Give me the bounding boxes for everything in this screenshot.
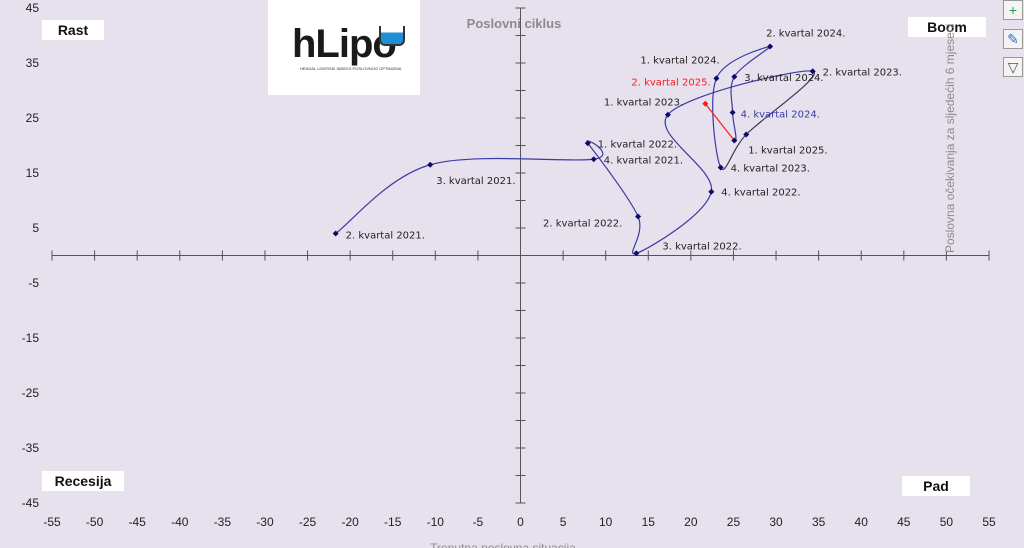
x-tick-label: 5 <box>560 515 567 529</box>
x-tick-label: -30 <box>256 515 274 529</box>
y-tick-label: 45 <box>26 1 40 15</box>
logo-subtitle: HENDAL LIDERSKI INDEKS POSLOVNOG OPTIMIZ… <box>300 66 402 71</box>
data-label: 2. kvartal 2023. <box>823 67 902 78</box>
data-label: 4. kvartal 2023. <box>731 164 810 175</box>
x-tick-label: -5 <box>473 515 484 529</box>
plus-icon[interactable]: + <box>1003 0 1023 20</box>
series-segment <box>745 70 816 135</box>
quadrant-pad: Pad <box>902 476 970 496</box>
x-tick-label: 55 <box>982 515 996 529</box>
chart-title: Poslovni ciklus <box>467 16 562 31</box>
x-tick-label: -25 <box>299 515 317 529</box>
y-tick-label: -35 <box>22 441 40 455</box>
x-tick-label: 40 <box>855 515 869 529</box>
x-tick-label: 45 <box>897 515 911 529</box>
y-axis-title: Poslovna očekivanja za sljedećih 6 mjese… <box>943 23 957 253</box>
series-segment <box>587 142 639 217</box>
y-tick-label: -45 <box>22 496 40 510</box>
data-point <box>743 131 750 138</box>
data-label: 1. kvartal 2022. <box>598 139 677 150</box>
y-tick-label: -5 <box>28 276 39 290</box>
x-tick-label: 35 <box>812 515 826 529</box>
x-axis-title: Trenutna poslovna situacija <box>430 541 576 548</box>
data-point <box>427 161 434 168</box>
data-label: 1. kvartal 2025. <box>748 146 827 157</box>
x-tick-label: 15 <box>642 515 656 529</box>
quadrant-boom: Boom <box>908 17 986 37</box>
x-tick-label: -45 <box>129 515 147 529</box>
cup-icon <box>379 26 405 46</box>
series-segment <box>335 164 431 234</box>
x-tick-label: 50 <box>940 515 954 529</box>
y-tick-label: 35 <box>26 56 40 70</box>
data-label: 4. kvartal 2021. <box>604 155 683 166</box>
series-segment <box>704 103 735 141</box>
series-segment <box>636 191 712 254</box>
series-segment <box>430 157 594 166</box>
quadrant-recesija: Recesija <box>42 471 124 491</box>
data-point <box>717 164 724 171</box>
data-label: 1. kvartal 2024. <box>640 55 719 66</box>
data-label: 3. kvartal 2021. <box>436 176 515 187</box>
x-tick-label: -20 <box>341 515 359 529</box>
data-label: 4. kvartal 2022. <box>721 188 800 199</box>
x-tick-label: 10 <box>599 515 613 529</box>
data-label: 3. kvartal 2024. <box>744 73 823 84</box>
data-label: 2. kvartal 2024. <box>766 29 845 40</box>
x-tick-label: -50 <box>86 515 104 529</box>
data-label: 2. kvartal 2021. <box>346 231 425 242</box>
series-segment <box>712 78 722 168</box>
x-tick-label: -35 <box>214 515 232 529</box>
data-point <box>702 100 709 107</box>
y-tick-label: 5 <box>32 221 39 235</box>
data-point <box>731 73 738 80</box>
y-tick-label: 15 <box>26 166 40 180</box>
series-segment <box>667 70 813 116</box>
data-point <box>633 250 640 257</box>
data-point <box>731 137 738 144</box>
x-tick-label: 0 <box>517 515 524 529</box>
data-point <box>767 43 774 50</box>
y-tick-label: -25 <box>22 386 40 400</box>
data-point <box>332 230 339 237</box>
data-label: 1. kvartal 2023. <box>604 98 683 109</box>
x-tick-label: 25 <box>727 515 741 529</box>
x-tick-label: -10 <box>427 515 445 529</box>
data-point <box>584 140 591 147</box>
y-tick-label: 25 <box>26 111 40 125</box>
x-tick-label: 30 <box>769 515 783 529</box>
data-point <box>713 75 720 82</box>
logo: hLipo HENDAL LIDERSKI INDEKS POSLOVNOG O… <box>268 0 420 95</box>
quadrant-rast: Rast <box>42 20 104 40</box>
series-segment <box>732 112 737 142</box>
data-label: 3. kvartal 2022. <box>662 241 741 252</box>
data-point <box>809 68 816 75</box>
filter-icon[interactable]: ▽ <box>1003 57 1023 77</box>
data-point <box>729 109 736 116</box>
x-tick-label: -55 <box>43 515 61 529</box>
data-point <box>664 111 671 118</box>
x-tick-label: -15 <box>384 515 402 529</box>
x-tick-label: -40 <box>171 515 189 529</box>
series-segment <box>664 114 712 192</box>
data-point <box>635 213 642 220</box>
data-label: 4. kvartal 2024. <box>741 110 820 121</box>
series-segment <box>730 76 735 113</box>
series-segment <box>631 216 641 255</box>
data-label: 2. kvartal 2022. <box>543 218 622 229</box>
data-point <box>590 156 597 163</box>
y-tick-label: -15 <box>22 331 40 345</box>
x-tick-label: 20 <box>684 515 698 529</box>
brush-icon[interactable]: ✎ <box>1003 29 1023 49</box>
data-label: 2. kvartal 2025. <box>631 78 710 89</box>
data-point <box>708 188 715 195</box>
